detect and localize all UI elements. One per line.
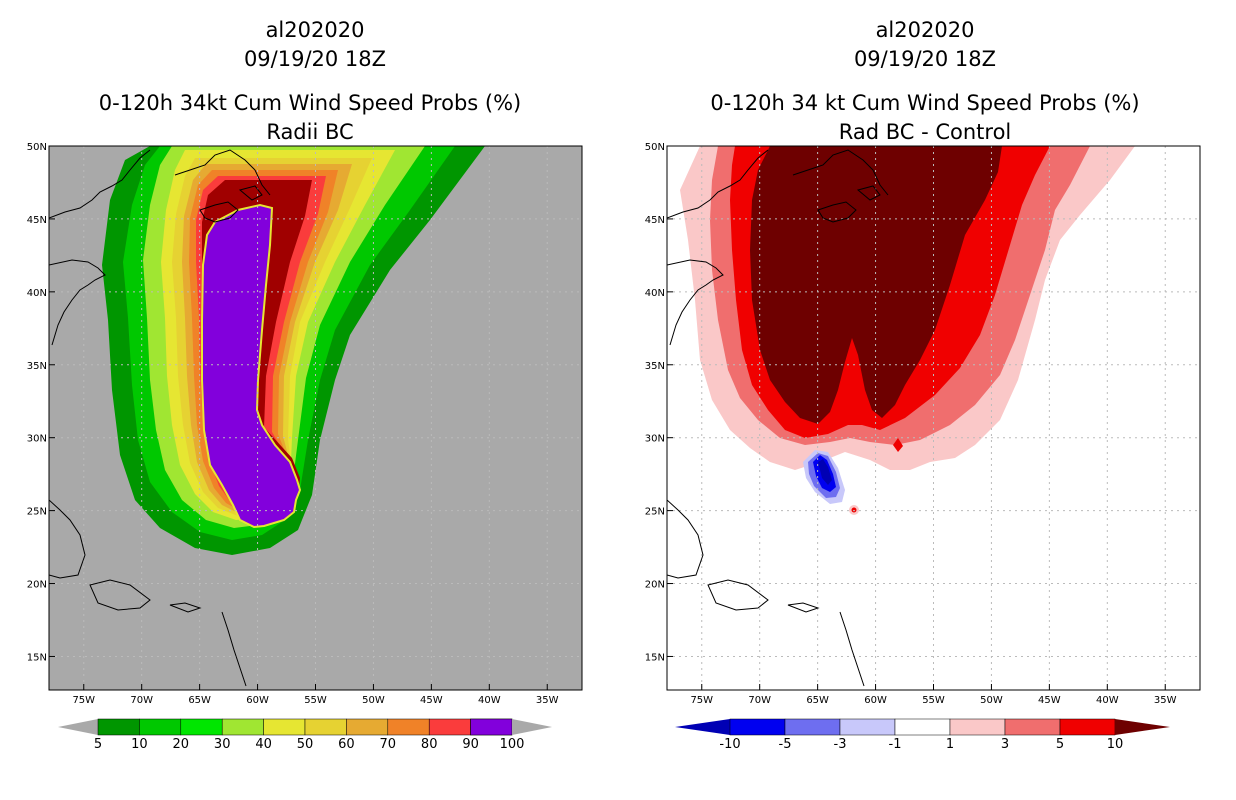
right-lon-label: 75W xyxy=(690,695,713,706)
right-colorbar-label: -5 xyxy=(779,737,792,752)
left-colorbar-label: 70 xyxy=(380,737,397,752)
left-gridlines xyxy=(49,145,582,690)
left-lon-label: 65W xyxy=(188,695,211,706)
right-lon-label: 35W xyxy=(1154,695,1177,706)
left-map: 75W 70W 65W 60W 55W 50W 45W 40W 35W 15N 20N 25N 30N 3… xyxy=(27,142,583,706)
left-colorbar-label: 30 xyxy=(214,737,231,752)
left-lon-label: 45W xyxy=(420,695,443,706)
left-coastlines xyxy=(49,149,271,687)
right-lat-label: 15N xyxy=(645,652,665,663)
left-lat-label: 20N xyxy=(27,580,47,591)
left-colorbar-swatch xyxy=(387,718,430,736)
left-colorbar-label: 50 xyxy=(297,737,314,752)
right-lat-label: 25N xyxy=(645,507,665,518)
right-colorbar-swatch xyxy=(784,718,841,736)
right-lat-label: 40N xyxy=(645,288,665,299)
right-colorbar-swatch xyxy=(1059,718,1116,736)
right-title: 0-120h 34 kt Cum Wind Speed Probs (%) xyxy=(710,91,1140,115)
right-lat-label: 50N xyxy=(645,142,665,153)
right-colorbar-swatch xyxy=(839,718,896,736)
right-lat-label: 45N xyxy=(645,215,665,226)
diff-negative-region xyxy=(803,450,845,504)
left-lat-label: 30N xyxy=(27,434,47,445)
prob-contour-100 xyxy=(201,203,302,529)
left-colorbar-label: 5 xyxy=(94,737,102,752)
left-lon-label: 35W xyxy=(536,695,559,706)
left-colorbar-low-arrow xyxy=(58,719,98,735)
right-colorbar-swatch xyxy=(894,718,951,736)
right-lon-label: 40W xyxy=(1096,695,1119,706)
left-lon-label: 50W xyxy=(362,695,385,706)
diff-pos-spot xyxy=(849,505,859,515)
right-colorbar-label: -3 xyxy=(834,737,847,752)
right-colorbar-swatch xyxy=(1004,718,1061,736)
left-colorbar-label: 40 xyxy=(255,737,272,752)
right-colorbar-high-arrow xyxy=(1115,719,1170,735)
right-lat-label: 35N xyxy=(645,361,665,372)
left-lat-label: 15N xyxy=(27,652,47,663)
left-lon-label: 60W xyxy=(246,695,269,706)
left-colorbar-swatch xyxy=(346,718,389,736)
left-colorbar-label: 10 xyxy=(131,737,148,752)
right-lat-label: 20N xyxy=(645,580,665,591)
left-colorbar-label: 100 xyxy=(500,737,525,752)
right-colorbar-swatch xyxy=(729,718,786,736)
left-probability-field xyxy=(102,146,485,555)
left-subtitle: Radii BC xyxy=(266,120,354,144)
right-lon-label: 50W xyxy=(980,695,1003,706)
left-lon-label: 40W xyxy=(478,695,501,706)
left-lat-label: 45N xyxy=(27,215,47,226)
right-colorbar-label: 1 xyxy=(946,737,954,752)
left-colorbar-label: 80 xyxy=(421,737,438,752)
left-lat-label: 50N xyxy=(27,142,47,153)
right-colorbar-label: -1 xyxy=(889,737,902,752)
left-colorbar-label: 90 xyxy=(462,737,479,752)
right-lon-label: 60W xyxy=(864,695,887,706)
right-gridlines xyxy=(667,145,1200,690)
left-storm-id: al202020 xyxy=(265,18,365,42)
left-colorbar-swatch xyxy=(139,718,182,736)
left-axis-labels: 75W 70W 65W 60W 55W 50W 45W 40W 35W 15N 20N 25N 30N 3… xyxy=(27,142,559,706)
left-colorbar-swatch xyxy=(304,718,347,736)
right-coastlines xyxy=(667,149,889,687)
right-colorbar-label: 10 xyxy=(1107,737,1124,752)
left-colorbar-swatch xyxy=(428,718,471,736)
right-lon-label: 45W xyxy=(1038,695,1061,706)
left-lon-label: 55W xyxy=(304,695,327,706)
left-title: 0-120h 34kt Cum Wind Speed Probs (%) xyxy=(98,91,522,115)
right-colorbar-label: 3 xyxy=(1001,737,1009,752)
right-lon-label: 65W xyxy=(806,695,829,706)
left-lat-label: 35N xyxy=(27,361,47,372)
right-colorbar-swatch xyxy=(949,718,1006,736)
right-datetime: 09/19/20 18Z xyxy=(853,47,997,71)
left-colorbar-swatch xyxy=(221,718,264,736)
left-colorbar-swatch xyxy=(97,718,140,736)
right-colorbar: -10 -5 -3 -1 1 3 5 10 xyxy=(675,718,1170,752)
right-axis-labels: 75W 70W 65W 60W 55W 50W 45W 40W 35W 15N 20N 25N 30N 3… xyxy=(645,142,1177,706)
left-lat-label: 25N xyxy=(27,507,47,518)
right-lat-label: 30N xyxy=(645,434,665,445)
left-lon-label: 75W xyxy=(72,695,95,706)
left-colorbar-swatch xyxy=(263,718,306,736)
right-colorbar-label: 5 xyxy=(1056,737,1064,752)
left-colorbar-swatch xyxy=(180,718,223,736)
right-storm-id: al202020 xyxy=(875,18,975,42)
diff-pos-blob xyxy=(893,438,903,452)
right-colorbar-low-arrow xyxy=(675,719,730,735)
right-colorbar-label: -10 xyxy=(719,737,740,752)
left-datetime: 09/19/20 18Z xyxy=(243,47,387,71)
right-lon-label: 55W xyxy=(922,695,945,706)
left-colorbar-label: 60 xyxy=(338,737,355,752)
right-subtitle: Rad BC - Control xyxy=(838,120,1012,144)
left-colorbar: 5 10 20 30 40 50 60 70 80 90 100 xyxy=(58,718,552,752)
left-lat-label: 40N xyxy=(27,288,47,299)
right-map: 75W 70W 65W 60W 55W 50W 45W 40W 35W 15N 20N 25N 30N 3… xyxy=(645,142,1201,706)
left-colorbar-swatch-top xyxy=(470,718,513,736)
left-lon-label: 70W xyxy=(130,695,153,706)
right-lon-label: 70W xyxy=(748,695,771,706)
left-colorbar-label: 20 xyxy=(173,737,190,752)
left-colorbar-high-arrow xyxy=(512,719,552,735)
